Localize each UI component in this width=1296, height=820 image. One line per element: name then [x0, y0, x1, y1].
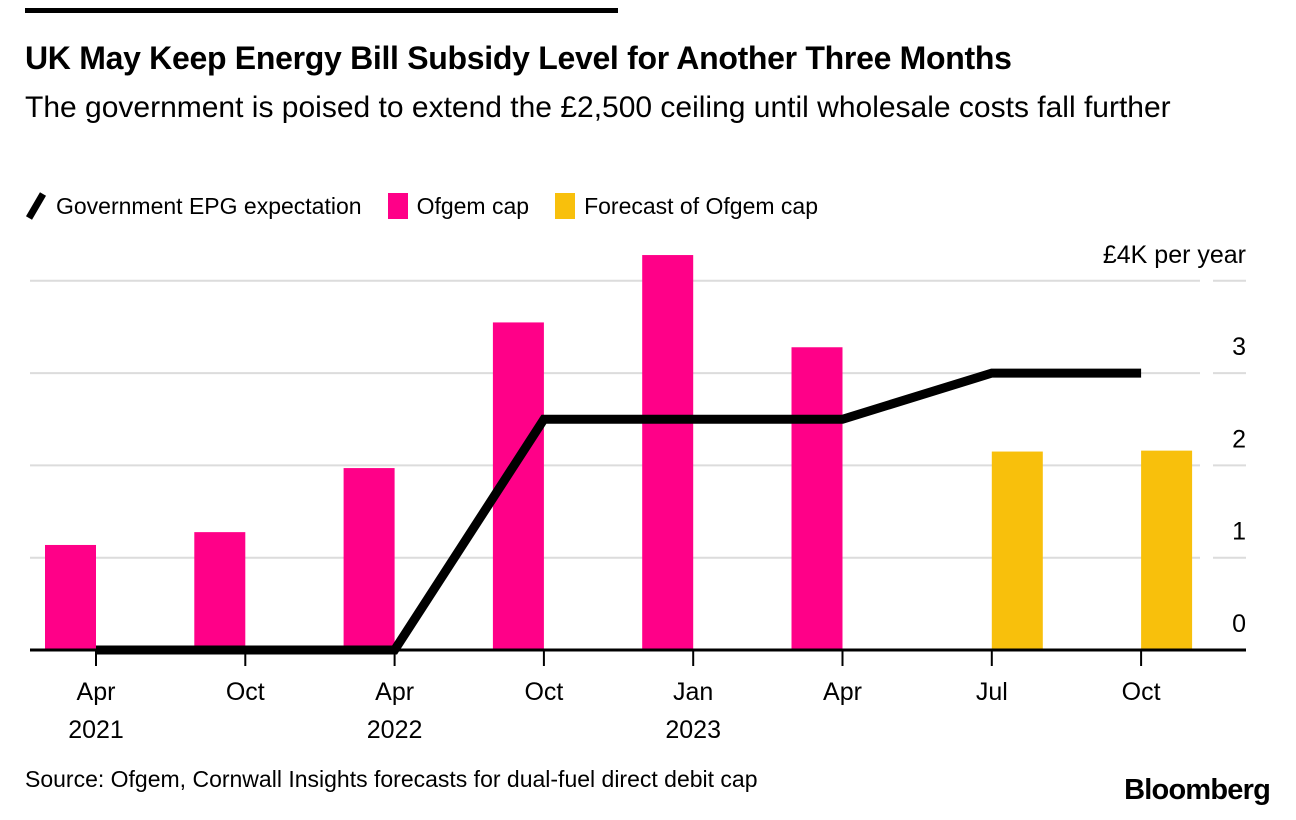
legend-label: Forecast of Ofgem cap — [584, 192, 818, 219]
x-tick-month-label: Oct — [524, 678, 563, 706]
epg-expectation-line — [96, 368, 1142, 655]
legend-item-epg: Government EPG expectation — [25, 192, 362, 220]
x-tick-month-label: Apr — [375, 678, 414, 706]
x-tick-month-label: Oct — [1122, 678, 1161, 706]
y-tick-label: 0 — [1232, 610, 1246, 638]
legend-item-forecast: Forecast of Ofgem cap — [555, 193, 818, 220]
x-tick-year-label: 2023 — [665, 716, 721, 744]
chart-title: UK May Keep Energy Bill Subsidy Level fo… — [25, 40, 1012, 76]
legend-item-ofgem-cap: Ofgem cap — [387, 192, 530, 220]
y-tick-label: 3 — [1232, 333, 1246, 361]
x-tick-month-label: Apr — [823, 678, 862, 706]
legend-label: Ofgem cap — [416, 192, 530, 219]
x-tick-month-label: Jul — [976, 678, 1008, 706]
source-note: Source: Ofgem, Cornwall Insights forecas… — [25, 766, 758, 792]
x-tick-month-label: Jan — [673, 678, 713, 706]
bar-ofgem-cap — [194, 532, 246, 651]
line-swatch-icon — [25, 192, 47, 220]
bar-forecast-ofgem-cap — [1141, 450, 1193, 651]
chart-subtitle: The government is poised to extend the £… — [25, 91, 1171, 124]
bar-ofgem-cap — [791, 347, 843, 651]
bar-ofgem-cap — [642, 255, 694, 652]
x-tick-month-label: Oct — [226, 678, 265, 706]
x-tick-year-label: 2022 — [367, 716, 423, 744]
bar-forecast-ofgem-cap — [991, 451, 1043, 651]
legend: Government EPG expectation Ofgem cap For… — [25, 192, 844, 220]
bar-ofgem-cap — [343, 468, 395, 651]
bar-ofgem-cap — [45, 544, 96, 651]
x-tick-month-label: Apr — [77, 678, 116, 706]
bloomberg-logo: Bloomberg — [1124, 774, 1271, 806]
legend-label: Government EPG expectation — [56, 192, 362, 219]
axis-unit-label: £4K per year — [1103, 241, 1246, 269]
bar-swatch-yellow-icon — [555, 193, 576, 219]
y-tick-label: 2 — [1232, 425, 1246, 453]
top-rule — [25, 8, 618, 13]
bar-swatch-pink-icon — [387, 193, 408, 219]
y-tick-label: 1 — [1232, 518, 1246, 546]
x-tick-year-label: 2021 — [68, 716, 124, 744]
